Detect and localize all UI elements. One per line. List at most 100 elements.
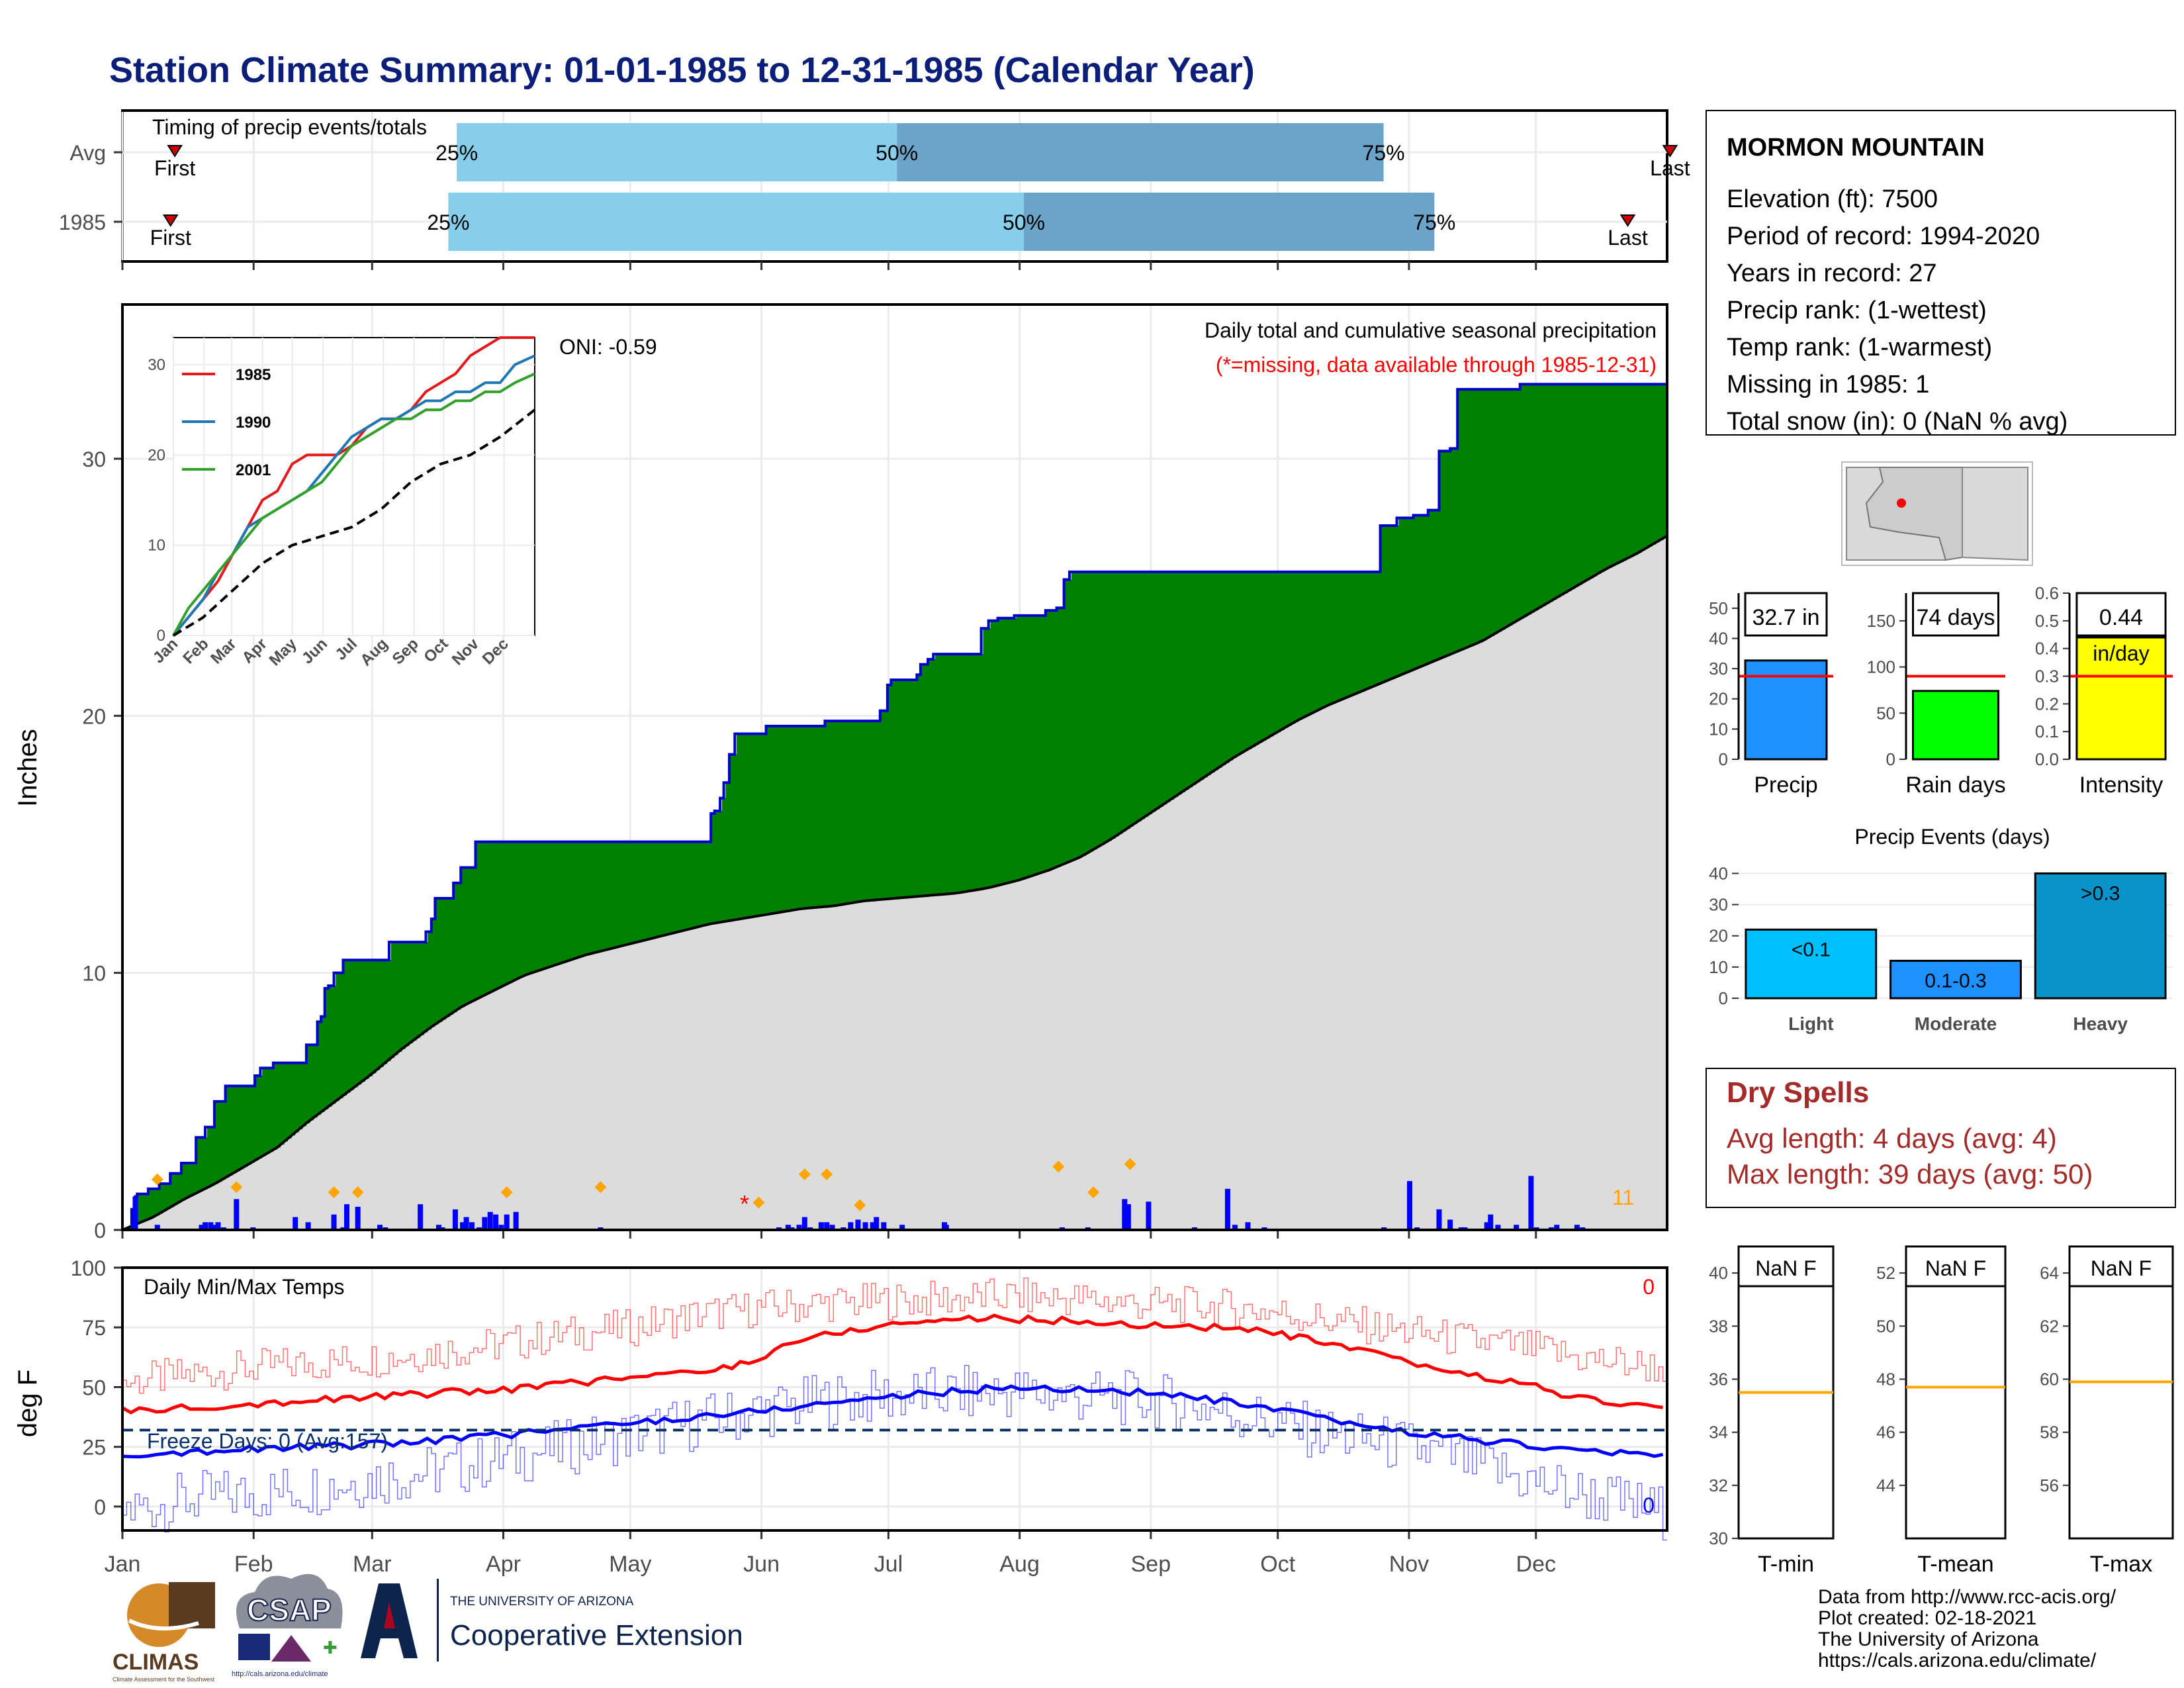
tmin-average-line xyxy=(122,1383,1664,1459)
summary-value-box xyxy=(1912,592,1999,637)
station-line-years: Years in record: 27 xyxy=(1727,259,1937,287)
summary-category-label: Precip xyxy=(1754,773,1817,798)
daily-precip-bar xyxy=(208,1222,214,1230)
climas-logo-text: CLIMAS xyxy=(113,1650,199,1675)
daily-precip-bar xyxy=(493,1214,499,1230)
dry-spells-frame xyxy=(1706,1068,2176,1208)
events-tick-label: 10 xyxy=(1709,957,1728,977)
summary-tick-label: 30 xyxy=(1709,659,1728,679)
summary-value-label: 74 days xyxy=(1916,605,1995,630)
temp-summary-tick-label: 30 xyxy=(1709,1528,1728,1548)
daily-precip-bar xyxy=(1232,1225,1238,1230)
observed-cumulative-line xyxy=(122,383,1667,1231)
temp-summary-value-label: NaN F xyxy=(2091,1256,2152,1280)
inset-tick-label: 10 xyxy=(148,537,165,555)
precip-tick-label: 0 xyxy=(94,1219,106,1243)
daily-precip-bar xyxy=(1488,1214,1494,1230)
daily-precip-bar xyxy=(818,1222,824,1230)
ua-logo-divider xyxy=(437,1579,439,1662)
dry-spells-title: Dry Spells xyxy=(1727,1076,1869,1109)
inset-tick-label: 30 xyxy=(148,356,165,374)
events-tick-label: 30 xyxy=(1709,895,1728,915)
csap-logo-cloud xyxy=(236,1573,343,1628)
timing-bar-q3 xyxy=(897,123,1384,181)
temp-summary-tick-label: 36 xyxy=(1709,1369,1728,1389)
heavy-event-marker xyxy=(594,1181,607,1194)
summary-value-label: 32.7 in xyxy=(1752,605,1819,630)
temp-summary-tick-label: 58 xyxy=(2040,1423,2059,1442)
temp-summary-box xyxy=(2068,1245,2174,1540)
first-event-marker-icon xyxy=(167,145,183,158)
daily-precip-bar xyxy=(498,1225,504,1230)
csap-logo: CSAP ✚ http://cals.arizona.edu/climate xyxy=(232,1573,343,1678)
summary-tick-label: 40 xyxy=(1709,628,1728,648)
temp-summary-value-label: NaN F xyxy=(1925,1256,1986,1280)
summary-tick-label: 10 xyxy=(1709,719,1728,739)
daily-precip-bar xyxy=(785,1225,791,1230)
daily-precip-bar xyxy=(1245,1222,1251,1230)
daily-precip-bar xyxy=(942,1222,948,1230)
daily-precip-bar xyxy=(211,1225,217,1230)
timing-row-label: Avg xyxy=(69,141,106,165)
daily-precip-bar xyxy=(1125,1204,1131,1230)
daily-precip-bar xyxy=(513,1211,519,1230)
station-line-precip-rank: Precip rank: (1-wettest) xyxy=(1727,297,1987,324)
daily-precip-bar xyxy=(305,1222,311,1230)
daily-precip-bar xyxy=(796,1225,802,1230)
footer-line-data: Data from http://www.rcc-acis.org/ xyxy=(1818,1586,2116,1608)
daily-precip-bar xyxy=(848,1222,854,1230)
heavy-event-marker xyxy=(752,1196,765,1209)
map-new-mexico xyxy=(1962,467,2028,561)
heavy-event-marker xyxy=(798,1168,811,1180)
climas-logo-subtext: Climate Assessment for the Southwest xyxy=(113,1676,215,1683)
daily-precip-bar xyxy=(1574,1225,1580,1230)
events-category-label: Moderate xyxy=(1915,1013,1997,1034)
last-event-marker-icon xyxy=(1662,145,1678,158)
heavy-event-marker xyxy=(328,1186,340,1199)
temp-summary-tick-label: 52 xyxy=(1876,1263,1895,1283)
heavy-event-marker xyxy=(500,1186,513,1199)
daily-precip-bar xyxy=(855,1219,861,1230)
footer: Data from http://www.rcc-acis.org/ Plot … xyxy=(1818,1586,2116,1671)
daily-precip-bar xyxy=(504,1214,510,1230)
daily-precip-bar xyxy=(452,1209,458,1230)
temp-summary-tick-label: 38 xyxy=(1709,1316,1728,1336)
last-event-label: Last xyxy=(1650,156,1690,180)
daily-precip-bar xyxy=(418,1204,424,1230)
temp-summary-value-box xyxy=(1737,1245,1835,1288)
daily-precip-bar xyxy=(203,1222,208,1230)
ua-logo-a-inner xyxy=(384,1602,395,1628)
temp-summary-tick-label: 48 xyxy=(1876,1369,1895,1389)
month-label: Nov xyxy=(1389,1552,1429,1577)
climas-logo-swoosh xyxy=(128,1618,199,1631)
logos: CLIMAS Climate Assessment for the Southw… xyxy=(113,1573,743,1683)
temp-summary-tick-label: 60 xyxy=(2040,1369,2059,1389)
summary-tick-label: 0 xyxy=(1719,749,1728,769)
daily-precip-bar xyxy=(881,1222,887,1230)
events-category-label: Light xyxy=(1788,1013,1833,1034)
summary-tick-label: 0.2 xyxy=(2035,694,2059,714)
temp-tick-label: 25 xyxy=(82,1436,106,1460)
station-line-period: Period of record: 1994-2020 xyxy=(1727,222,2040,250)
oni-label: ONI: -0.59 xyxy=(559,335,657,359)
precip-panel: 0 10 20 30 * Daily total and cumulative sea… xyxy=(13,303,1668,1243)
daily-precip-bar xyxy=(824,1222,830,1230)
daily-precip-bar xyxy=(215,1222,221,1230)
summary-value-box xyxy=(2075,592,2167,637)
month-label: Aug xyxy=(999,1552,1040,1577)
station-info-box: MORMON MOUNTAIN Elevation (ft): 7500 Per… xyxy=(1706,110,2176,436)
summary-bar xyxy=(2075,636,2167,761)
temp-summary-category-label: T-mean xyxy=(1917,1552,1993,1577)
timing-bar-q2 xyxy=(448,193,1024,251)
timing-pct-label: 75% xyxy=(1413,211,1455,234)
daily-precip-bar xyxy=(1495,1225,1501,1230)
station-location-dot xyxy=(1897,498,1906,508)
month-label: Jun xyxy=(743,1552,780,1577)
month-label: Apr xyxy=(486,1552,521,1577)
ua-logo-line1: THE UNIVERSITY OF ARIZONA xyxy=(450,1595,634,1609)
summary-tick-label: 50 xyxy=(1876,703,1895,723)
climas-logo-block xyxy=(169,1582,215,1628)
footer-line-url: https://cals.arizona.edu/climate/ xyxy=(1818,1650,2097,1671)
events-tick-label: 40 xyxy=(1709,863,1728,883)
